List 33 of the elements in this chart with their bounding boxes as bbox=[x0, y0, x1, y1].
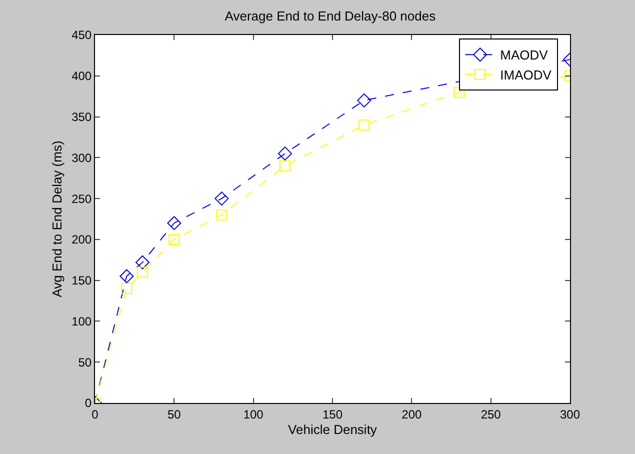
y-axis-title: Avg End to End Delay (ms) bbox=[50, 140, 65, 298]
y-tick-label: 50 bbox=[78, 355, 92, 370]
x-axis-title: Vehicle Density bbox=[288, 422, 378, 437]
point bbox=[214, 192, 229, 206]
chart-title: Average End to End Delay-80 nodes bbox=[224, 8, 436, 24]
point bbox=[357, 93, 372, 108]
y-tick-label: 400 bbox=[72, 69, 92, 84]
y-tick-label: 150 bbox=[72, 274, 92, 288]
point bbox=[137, 266, 148, 278]
y-tick-label: 250 bbox=[72, 192, 92, 206]
y-tick-label: 200 bbox=[72, 232, 92, 247]
point bbox=[167, 216, 182, 230]
y-tick-label: 0 bbox=[84, 396, 92, 410]
legend-label: IMAODV bbox=[500, 68, 552, 83]
x-tick-label: 150 bbox=[322, 407, 343, 422]
x-tick-label: 100 bbox=[243, 407, 264, 422]
point bbox=[216, 209, 228, 220]
x-tick-label: 50 bbox=[167, 407, 182, 422]
point bbox=[278, 146, 292, 161]
y-tick-label: 450 bbox=[72, 28, 92, 42]
x-tick-label: 300 bbox=[560, 407, 580, 422]
point bbox=[168, 234, 180, 245]
y-tick-label: 300 bbox=[72, 150, 92, 165]
y-tick-label: 350 bbox=[72, 110, 92, 124]
point bbox=[280, 160, 290, 172]
x-tick-label: 250 bbox=[480, 407, 502, 422]
point bbox=[120, 269, 134, 284]
legend-label: MAODV bbox=[500, 48, 548, 63]
point bbox=[121, 283, 132, 294]
x-tick-label: 200 bbox=[402, 407, 422, 422]
point bbox=[136, 255, 150, 270]
point bbox=[358, 119, 370, 130]
y-tick-label: 100 bbox=[72, 314, 92, 328]
